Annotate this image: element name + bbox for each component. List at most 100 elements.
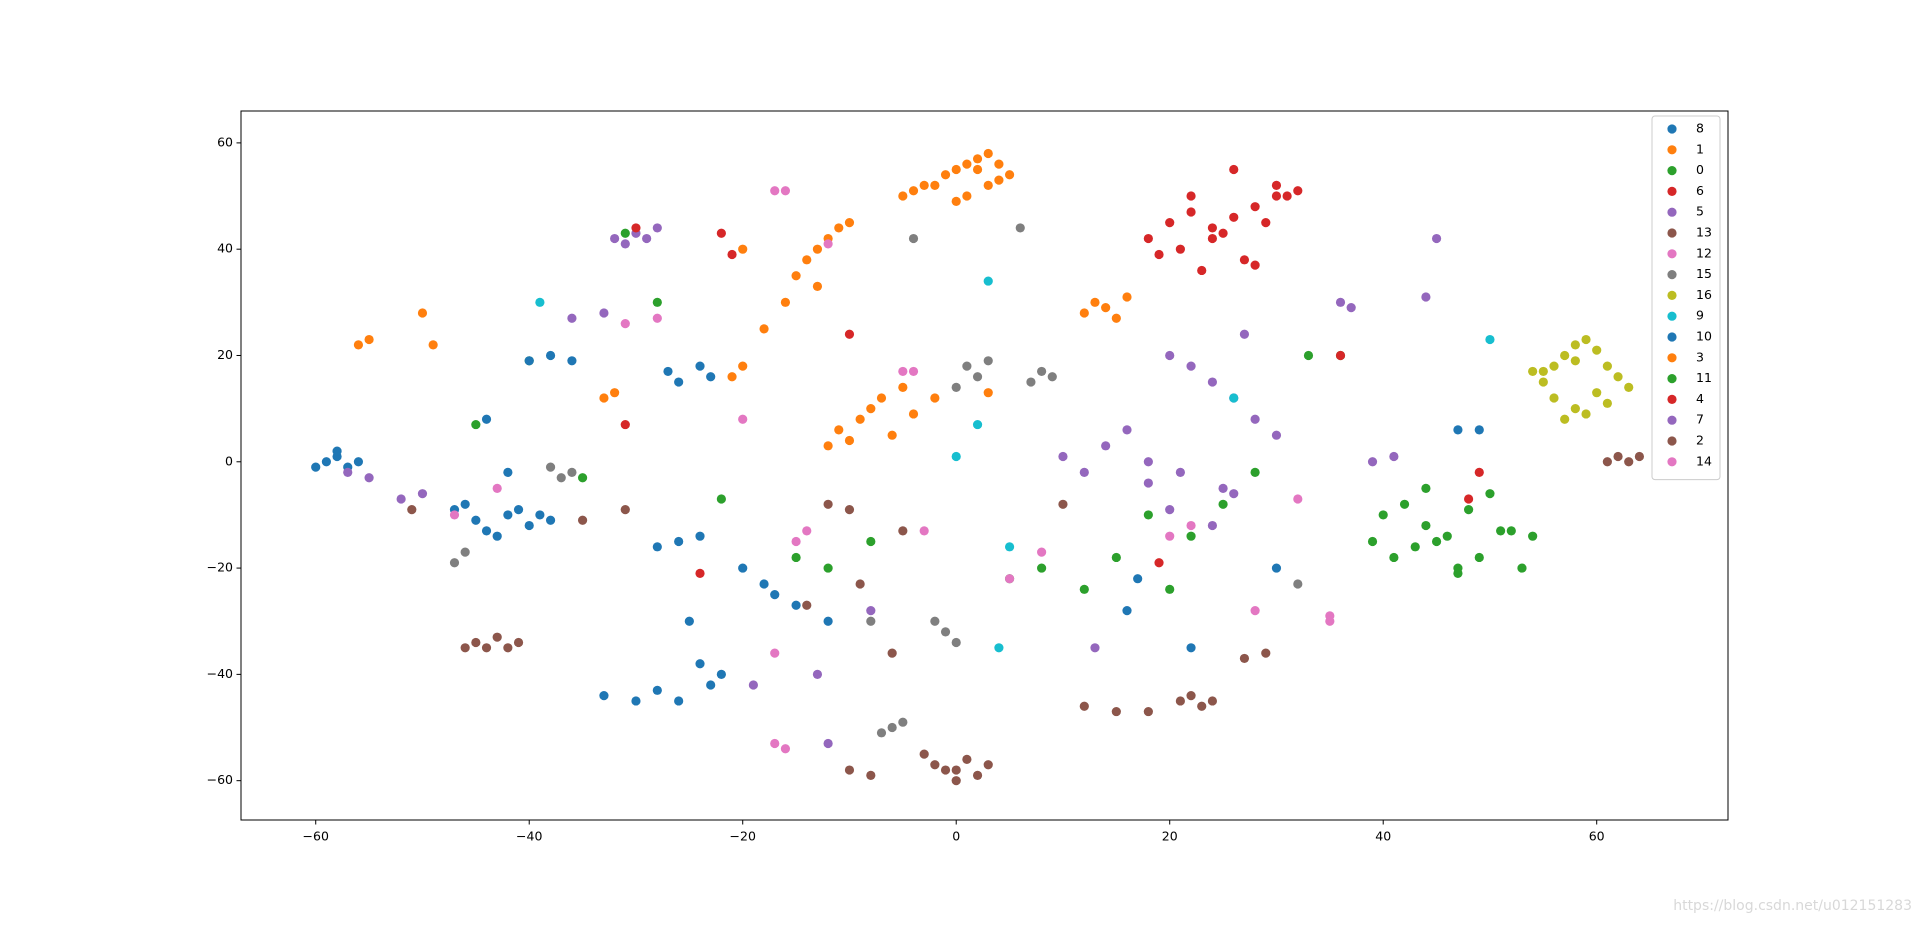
point: [1101, 303, 1111, 313]
point: [674, 696, 684, 706]
point: [1538, 377, 1548, 387]
point: [481, 643, 492, 653]
point: [951, 776, 961, 786]
point: [1079, 584, 1089, 594]
point: [1271, 191, 1282, 201]
point: [1218, 228, 1228, 238]
legend-marker: [1667, 415, 1677, 425]
series: [343, 223, 1442, 493]
point: [1293, 494, 1303, 504]
point: [620, 505, 630, 515]
point: [1101, 441, 1111, 451]
point: [364, 473, 374, 483]
point: [866, 605, 876, 616]
point: [1186, 520, 1196, 531]
point: [898, 191, 908, 201]
point: [1004, 574, 1015, 584]
point: [1229, 489, 1239, 499]
x-tick-label: 0: [952, 829, 960, 844]
point: [812, 244, 823, 254]
point: [770, 738, 780, 749]
point: [844, 765, 855, 775]
point: [1250, 467, 1260, 478]
legend-marker: [1667, 166, 1677, 176]
point: [663, 366, 673, 377]
point: [962, 361, 972, 371]
point: [1421, 520, 1431, 531]
point: [1570, 340, 1580, 350]
point: [844, 435, 855, 446]
point: [503, 643, 513, 653]
point: [791, 600, 801, 610]
point: [481, 526, 492, 536]
y-tick-label: −40: [207, 666, 233, 681]
series: [396, 425, 1399, 749]
point: [823, 738, 833, 749]
point: [1165, 584, 1175, 594]
point: [1378, 510, 1388, 520]
point: [1079, 467, 1089, 478]
point: [1624, 382, 1634, 392]
point: [599, 691, 609, 701]
point: [460, 499, 470, 509]
point: [876, 393, 887, 403]
point: [1165, 350, 1175, 361]
point: [983, 356, 993, 366]
point: [983, 388, 993, 398]
point: [1250, 605, 1260, 616]
point: [1090, 297, 1100, 307]
point: [706, 680, 716, 690]
point: [535, 510, 545, 520]
legend-marker: [1667, 124, 1677, 134]
point: [1560, 414, 1570, 424]
point: [503, 467, 513, 478]
point: [1602, 457, 1612, 467]
legend-marker: [1667, 311, 1677, 321]
legend-label: 15: [1696, 266, 1712, 281]
point: [898, 526, 908, 536]
point: [940, 627, 951, 637]
point: [898, 382, 908, 392]
point: [1143, 706, 1153, 717]
point: [1602, 361, 1612, 371]
point: [1218, 483, 1228, 493]
x-tick-label: 20: [1162, 829, 1178, 844]
point: [1186, 191, 1196, 201]
point: [1154, 558, 1164, 568]
point: [545, 515, 556, 525]
point: [545, 462, 556, 472]
point: [759, 579, 769, 589]
point: [1453, 568, 1463, 578]
point: [599, 308, 609, 318]
point: [898, 717, 908, 727]
point: [1047, 372, 1057, 382]
point: [1560, 350, 1570, 361]
point: [919, 526, 929, 536]
point: [1389, 552, 1399, 563]
point: [1111, 706, 1121, 717]
point: [802, 255, 812, 265]
point: [866, 536, 876, 547]
x-tick-label: 60: [1589, 829, 1605, 844]
point: [471, 419, 481, 430]
point: [780, 297, 791, 307]
point: [951, 451, 961, 462]
point: [1004, 542, 1015, 552]
point: [951, 765, 961, 775]
point: [908, 366, 919, 377]
point: [652, 297, 662, 307]
point: [791, 271, 801, 281]
point: [1271, 563, 1282, 573]
point: [962, 191, 972, 201]
point: [759, 324, 769, 334]
point: [834, 425, 844, 435]
point: [887, 722, 897, 733]
point: [866, 404, 876, 414]
point: [962, 754, 972, 765]
y-tick-label: 60: [217, 134, 233, 149]
point: [1239, 329, 1250, 339]
y-tick-label: −20: [207, 560, 233, 575]
point: [1581, 334, 1591, 345]
point: [994, 175, 1004, 185]
point: [1346, 303, 1356, 313]
